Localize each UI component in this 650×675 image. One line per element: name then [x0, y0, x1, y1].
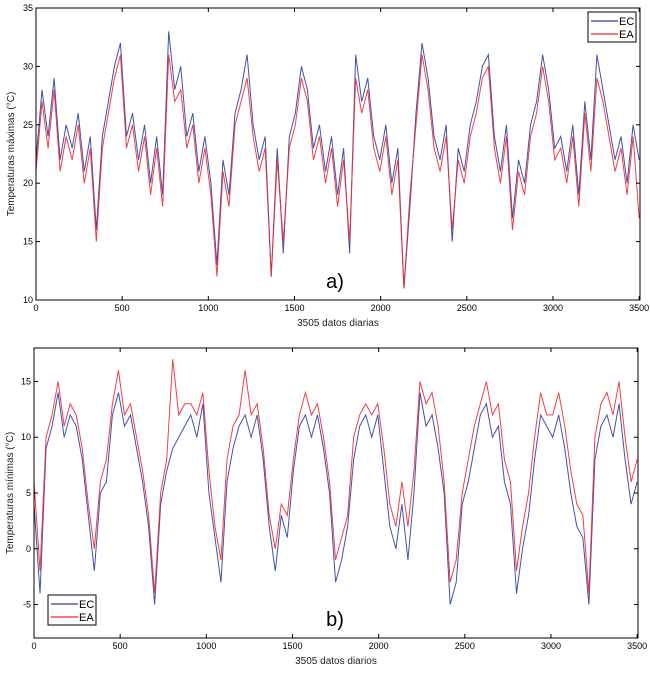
y-axis-label: Temperaturas máximas (°C) — [6, 92, 17, 217]
series-line-ec — [35, 31, 640, 289]
y-tick-label: 5 — [26, 488, 31, 498]
x-tick-label: 0 — [31, 641, 36, 651]
y-tick-label: 0 — [26, 544, 31, 554]
legend-box — [587, 11, 637, 43]
panel-label: a) — [326, 271, 344, 293]
x-tick-label: 1000 — [196, 641, 216, 651]
x-tick-label: 0 — [33, 303, 38, 313]
x-tick-label: 1000 — [198, 303, 218, 313]
x-tick-label: 500 — [115, 303, 130, 313]
x-tick-label: 2500 — [455, 641, 475, 651]
x-axis-label: 3505 datos diarias — [297, 318, 379, 329]
x-tick-label: 2000 — [369, 641, 389, 651]
legend-label: EA — [619, 29, 634, 41]
legend-label: EA — [79, 612, 94, 624]
x-tick-label: 3500 — [629, 303, 649, 313]
series-line-ea — [35, 54, 640, 289]
panel-a: 0 500 1000 1500 2000 2500 3000 3500 10 15 20 25 30 35… — [6, 3, 649, 329]
y-tick-label: 30 — [23, 61, 33, 71]
x-tick-label: 3000 — [543, 303, 563, 313]
plot-area — [36, 8, 640, 300]
x-tick-label: 2500 — [457, 303, 477, 313]
series-line-ec — [33, 392, 638, 605]
legend-label: EC — [619, 16, 634, 28]
legend-box — [47, 594, 97, 626]
y-tick-label: 25 — [23, 120, 33, 130]
panel-label: b) — [326, 609, 344, 631]
y-tick-label: 15 — [21, 376, 31, 386]
axes-frame — [35, 7, 641, 301]
y-tick-label: 10 — [23, 295, 33, 305]
panel-b: 0 500 1000 1500 2000 2500 3000 3500 -5 0 5 10 15 3505… — [5, 347, 647, 667]
y-tick-label: -5 — [23, 600, 31, 610]
x-tick-label: 1500 — [282, 641, 302, 651]
x-tick-label: 3000 — [541, 641, 561, 651]
x-axis-label: 3505 datos diarios — [295, 656, 377, 667]
x-tick-label: 2000 — [371, 303, 391, 313]
y-tick-label: 35 — [23, 3, 33, 13]
y-tick-label: 10 — [21, 432, 31, 442]
y-axis-label: Temperaturas mínimas (°C) — [5, 432, 16, 554]
series-line-ea — [33, 359, 638, 594]
plot-area — [34, 348, 638, 638]
x-tick-label: 3500 — [627, 641, 647, 651]
y-tick-label: 20 — [23, 178, 33, 188]
y-tick-label: 15 — [23, 237, 33, 247]
legend-label: EC — [79, 599, 94, 611]
x-tick-label: 500 — [113, 641, 128, 651]
x-tick-label: 1500 — [284, 303, 304, 313]
